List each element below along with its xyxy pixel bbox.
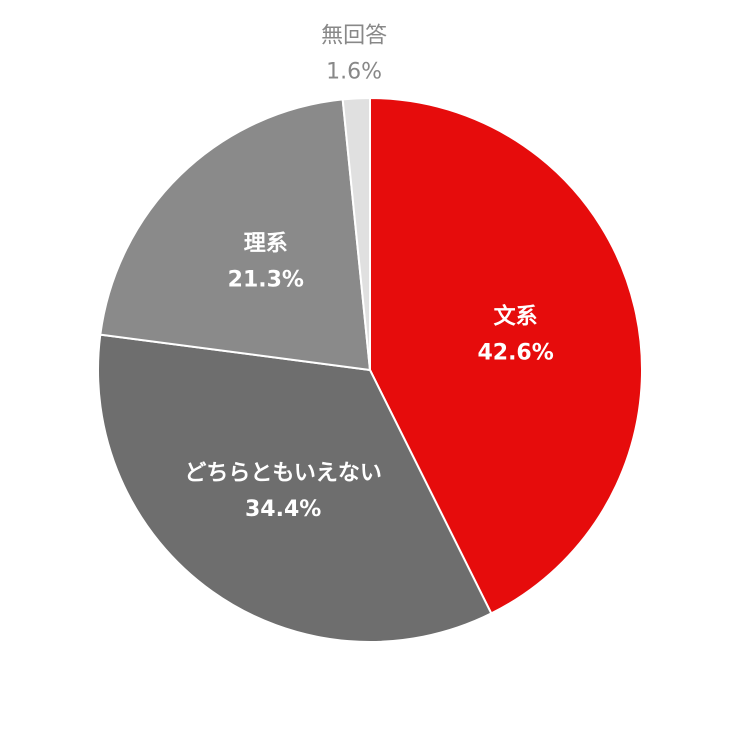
slice-value: 42.6%: [477, 341, 553, 366]
slice-label: 文系: [494, 304, 538, 330]
pie-slice: [369, 96, 643, 615]
slice-value: 21.3%: [228, 268, 304, 293]
slice-label: 無回答: [321, 23, 387, 48]
pie-slice: [99, 98, 372, 372]
pie-slice: [341, 96, 371, 371]
slice-label: どちらともいえない: [184, 461, 382, 486]
slice-value: 1.6%: [326, 59, 382, 84]
pie-slice: [97, 333, 493, 643]
slice-value: 34.4%: [245, 497, 321, 522]
slice-label: 理系: [244, 232, 288, 257]
